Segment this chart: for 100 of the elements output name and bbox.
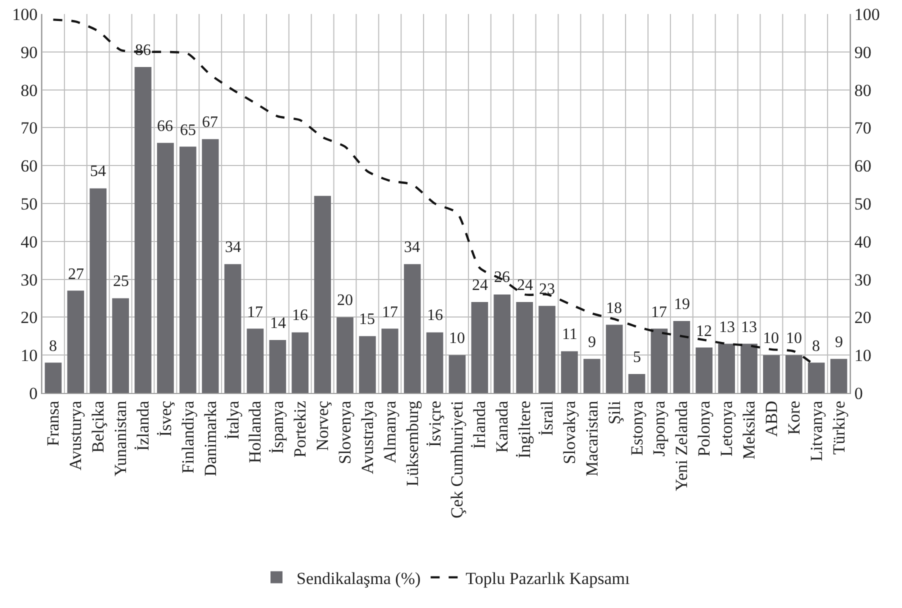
data-label: 10 (763, 330, 779, 347)
data-label: 25 (113, 273, 129, 290)
bar (808, 362, 825, 393)
bar (628, 374, 646, 393)
x-tick-label: Japonya (650, 400, 669, 457)
data-label: 18 (606, 300, 622, 317)
x-tick-label: İspanya (268, 400, 288, 454)
data-label: 17 (247, 304, 263, 321)
y-tick-label: 100 (12, 4, 38, 24)
data-label: 17 (651, 304, 667, 321)
y2-tick-label: 100 (854, 4, 880, 24)
x-tick-label: Portekiz (290, 400, 310, 458)
data-label: 19 (674, 296, 690, 313)
y2-tick-label: 50 (854, 194, 872, 214)
data-label: 54 (90, 163, 106, 180)
data-label: 66 (157, 118, 173, 135)
data-label: 12 (696, 323, 712, 340)
x-tick-label: Şili (604, 400, 624, 424)
y-tick-label: 10 (20, 346, 38, 366)
y2-tick-label: 60 (854, 156, 872, 176)
bar (448, 355, 466, 393)
x-tick-label: İsrail (538, 400, 557, 436)
data-label: 10 (786, 330, 802, 347)
x-tick-label: Estonya (627, 400, 646, 456)
data-label: 34 (404, 239, 420, 256)
x-tick-label: Lüksemburg (402, 400, 422, 486)
bar (494, 294, 511, 393)
bar (381, 328, 398, 393)
x-tick-label: Norveç (313, 400, 332, 451)
bar (224, 264, 242, 393)
data-label: 13 (741, 319, 757, 336)
y2-tick-label: 0 (854, 384, 863, 403)
data-label: 17 (382, 304, 398, 321)
x-tick-label: Danimarka (200, 400, 220, 476)
x-tick-label: İsveç (156, 400, 175, 437)
y-tick-label: 0 (29, 384, 38, 403)
data-label: 26 (494, 269, 510, 286)
x-tick-label: Avustralya (358, 400, 377, 474)
data-label: 9 (835, 334, 843, 351)
bar (696, 348, 713, 393)
x-tick-label: Meksika (740, 400, 759, 460)
bar (112, 298, 129, 393)
y-tick-label: 40 (20, 232, 38, 252)
x-tick-label: Macaristan (582, 400, 602, 476)
y2-tick-label: 10 (854, 346, 872, 366)
bar (314, 196, 331, 393)
x-tick-label: İtalya (223, 400, 242, 440)
bar (538, 306, 556, 393)
data-label: 23 (539, 281, 555, 298)
data-label: 8 (49, 338, 57, 355)
x-tick-label: Slovakya (560, 400, 579, 464)
bar (606, 324, 623, 393)
data-label: 65 (180, 122, 196, 139)
bar (292, 332, 309, 393)
bar (44, 362, 62, 393)
bar (718, 344, 735, 393)
bar (516, 302, 533, 393)
legend-label: Toplu Pazarlık Kapsamı (466, 568, 630, 588)
y-tick-label: 90 (20, 42, 38, 62)
bar (785, 355, 802, 393)
x-tick-label: Slovenya (336, 400, 355, 464)
y-tick-label: 50 (20, 194, 38, 214)
bar (583, 358, 600, 393)
bar (404, 264, 421, 393)
bar (202, 139, 219, 393)
x-tick-label: İrlanda (470, 400, 490, 449)
data-label: 86 (135, 42, 151, 59)
x-tick-label: ABD (762, 400, 781, 437)
data-label: 11 (562, 326, 578, 343)
bar (134, 67, 152, 393)
data-label: 10 (449, 330, 465, 347)
bar (673, 320, 690, 393)
bar (67, 290, 84, 393)
x-tick-label: Almanya (380, 400, 400, 464)
bar (650, 328, 668, 393)
y2-tick-label: 40 (854, 232, 872, 252)
x-tick-label: Kore (784, 400, 804, 435)
x-tick-label: Yeni Zelanda (672, 400, 692, 492)
data-label: 16 (427, 307, 443, 324)
y-tick-label: 70 (20, 118, 38, 138)
y-tick-label: 80 (20, 80, 38, 100)
data-label: 15 (359, 311, 375, 328)
data-label: 34 (225, 239, 241, 256)
data-label: 16 (292, 307, 308, 324)
bar (561, 351, 578, 393)
data-label: 24 (472, 277, 488, 294)
x-tick-label: Çek Cumhuriyeti (448, 400, 467, 518)
y-tick-label: 30 (20, 270, 38, 290)
bar (471, 302, 488, 393)
bar (359, 336, 376, 393)
x-tick-label: Türkiye (829, 400, 848, 455)
bar (740, 344, 758, 393)
data-label: 67 (202, 114, 218, 131)
data-label: 24 (517, 277, 533, 294)
x-tick-label: Letonya (717, 400, 736, 457)
bar (830, 358, 848, 393)
x-tick-label: İsviçre (425, 400, 444, 448)
bar (179, 146, 196, 393)
y2-tick-label: 70 (854, 118, 872, 138)
x-tick-label: İngiltere (515, 400, 534, 458)
